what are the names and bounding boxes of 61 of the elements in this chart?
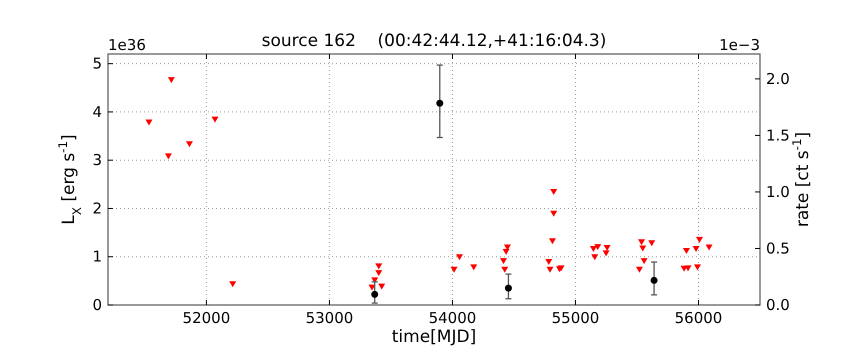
point	[212, 116, 219, 123]
x-tick-label: 55000	[552, 309, 600, 327]
y-tick-label: 1	[92, 248, 102, 266]
point	[648, 240, 656, 246]
point	[602, 250, 610, 256]
point	[501, 266, 508, 273]
point	[186, 141, 193, 148]
point	[502, 248, 510, 255]
point	[550, 189, 558, 196]
x-tick-label: 56000	[674, 309, 722, 327]
point	[640, 258, 648, 264]
point	[684, 265, 692, 272]
point	[604, 245, 611, 252]
point	[470, 264, 478, 270]
point	[371, 290, 378, 298]
point	[450, 266, 458, 273]
point	[591, 254, 598, 260]
point	[375, 263, 382, 270]
x-tick-label: 53000	[306, 309, 354, 327]
y2-tick-label: 1.5	[766, 126, 790, 144]
point	[546, 266, 554, 273]
point	[638, 239, 646, 246]
point	[229, 281, 236, 288]
point	[550, 210, 558, 217]
point	[548, 238, 556, 244]
point	[456, 254, 463, 260]
point	[682, 248, 690, 254]
x-axis-title: time[MJD]	[392, 327, 476, 347]
point	[164, 153, 172, 160]
y-tick-label: 3	[92, 151, 102, 170]
point	[545, 259, 552, 266]
point	[706, 244, 713, 251]
point	[590, 246, 597, 252]
y-tick-label: 5	[92, 54, 102, 73]
point	[694, 264, 702, 270]
point	[368, 284, 376, 291]
point	[145, 120, 152, 126]
point	[378, 284, 386, 290]
y-tick-label: 4	[92, 102, 102, 121]
text: 1e−3	[719, 36, 760, 54]
point	[594, 244, 602, 250]
x-tick-label: 54000	[428, 309, 476, 327]
y2-tick-label: 1.0	[766, 182, 790, 201]
point	[168, 77, 175, 84]
point	[650, 276, 658, 284]
y2-tick-label: 2.0	[766, 70, 790, 88]
point	[696, 236, 703, 243]
point	[504, 284, 512, 292]
y2-tick-label: 0.5	[766, 239, 790, 258]
point	[639, 246, 646, 252]
point	[436, 100, 444, 107]
y2-tick-label: 0.0	[766, 296, 790, 314]
point	[636, 266, 643, 273]
chart-title: source 162 (00:42:44.12,+41:16:04.3)	[262, 31, 606, 51]
text: 1e36	[108, 36, 146, 54]
point	[500, 258, 508, 264]
x-tick-label: 52000	[182, 309, 230, 327]
point	[692, 246, 700, 252]
y-tick-label: 2	[92, 199, 102, 218]
y-tick-label: 0	[92, 296, 102, 314]
point	[375, 270, 382, 276]
